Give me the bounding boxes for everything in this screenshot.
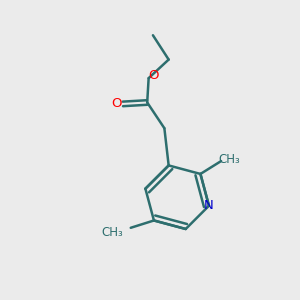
Text: CH₃: CH₃	[219, 153, 241, 166]
Text: O: O	[111, 98, 122, 110]
Text: O: O	[148, 69, 159, 82]
Text: N: N	[204, 199, 214, 212]
Text: CH₃: CH₃	[102, 226, 124, 239]
